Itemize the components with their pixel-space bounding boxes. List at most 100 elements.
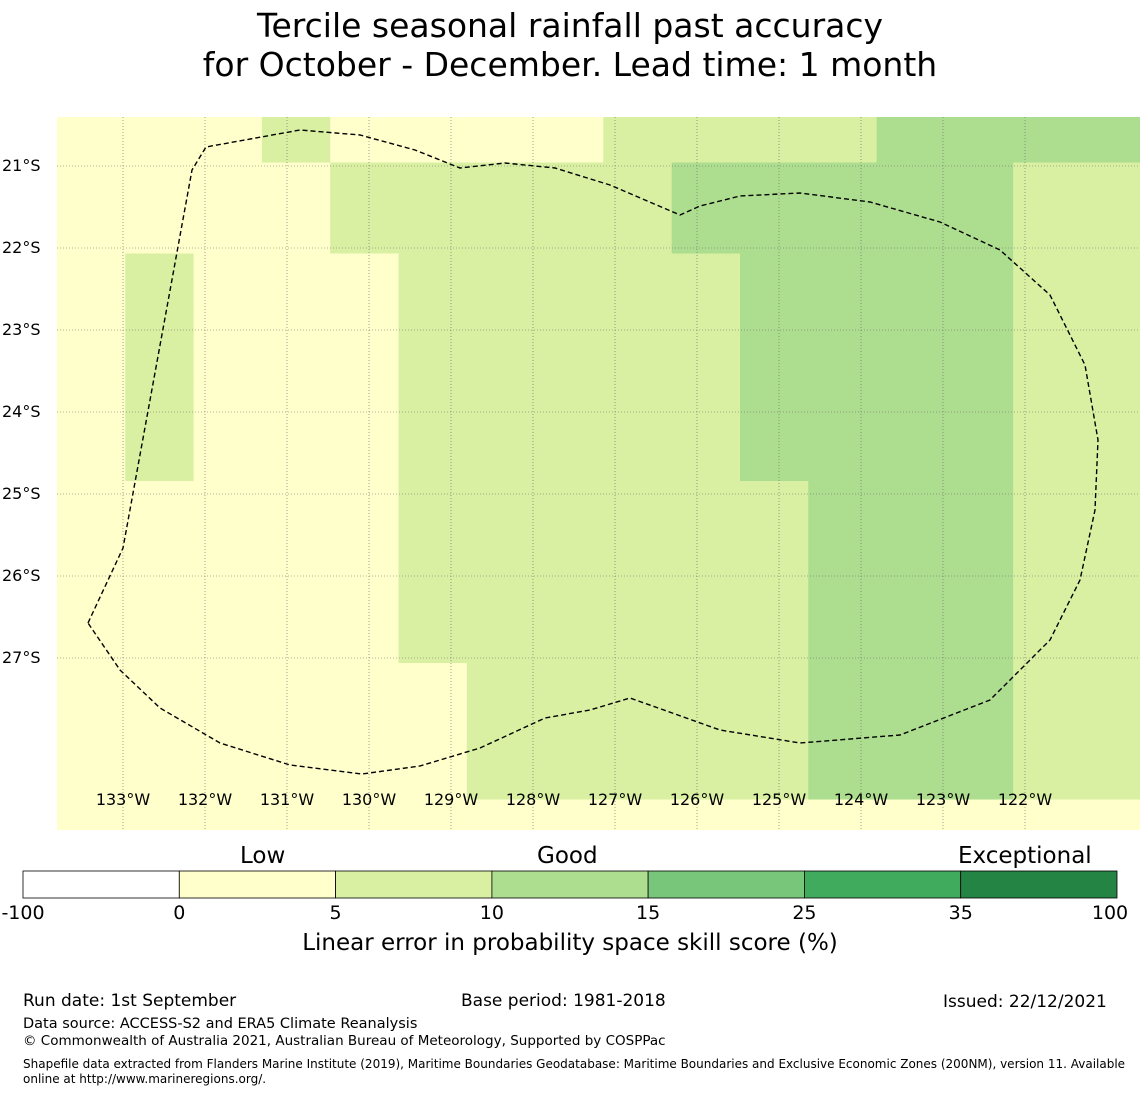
skill-grid-cells [57, 117, 1140, 830]
colorbar-category-exceptional: Exceptional [958, 843, 1092, 869]
skill-cell [1013, 117, 1083, 164]
skill-cell [808, 344, 878, 391]
skill-cell [261, 208, 331, 255]
skill-cell [1081, 208, 1140, 255]
skill-cell [876, 435, 946, 482]
skill-cell [671, 617, 741, 664]
skill-cell [57, 344, 126, 391]
skill-cell [808, 708, 878, 755]
skill-cell [876, 299, 946, 346]
skill-cell [466, 481, 536, 528]
skill-cell [193, 344, 263, 391]
skill-cell [57, 208, 126, 255]
skill-cell [57, 117, 126, 164]
skill-cell [671, 572, 741, 619]
skill-cell [876, 617, 946, 664]
skill-cell [740, 299, 809, 346]
skill-cell [944, 208, 1014, 255]
skill-cell [57, 572, 126, 619]
skill-cell [193, 253, 263, 300]
skill-cell [671, 117, 741, 164]
latitude-label: 24°S [2, 402, 41, 421]
skill-cell [1013, 799, 1083, 830]
skill-cell [1081, 617, 1140, 664]
skill-cell [398, 253, 468, 300]
skill-cell [740, 617, 809, 664]
skill-cell [944, 481, 1014, 528]
skill-cell [1081, 390, 1140, 437]
skill-cell [1013, 208, 1083, 255]
colorbar-segment [804, 870, 962, 899]
skill-cell [1081, 481, 1140, 528]
skill-cell [1013, 162, 1083, 209]
longitude-label: 125°W [751, 790, 807, 809]
skill-cell [193, 208, 263, 255]
skill-cell [398, 390, 468, 437]
skill-cell [944, 572, 1014, 619]
skill-cell [193, 162, 263, 209]
skill-cell [1013, 481, 1083, 528]
longitude-label: 122°W [997, 790, 1053, 809]
skill-cell [740, 481, 809, 528]
skill-cell [330, 117, 400, 164]
skill-cell [535, 208, 604, 255]
skill-cell [398, 572, 468, 619]
skill-cell [603, 617, 673, 664]
skill-cell [125, 162, 195, 209]
skill-cell [1081, 253, 1140, 300]
skill-cell [125, 435, 195, 482]
skill-cell [330, 299, 400, 346]
longitude-label: 123°W [915, 790, 971, 809]
skill-cell [261, 526, 331, 573]
colorbar-tick-label: -100 [1, 902, 45, 924]
skill-cell [808, 435, 878, 482]
skill-cell [330, 663, 400, 710]
skill-cell [1081, 117, 1140, 164]
skill-cell [603, 708, 673, 755]
colorbar-category-low: Low [240, 843, 286, 869]
skill-cell [1013, 435, 1083, 482]
skill-cell [125, 572, 195, 619]
skill-cell [330, 708, 400, 755]
skill-cell [57, 526, 126, 573]
colorbar-category-good: Good [537, 843, 598, 869]
skill-cell [603, 663, 673, 710]
skill-cell [398, 481, 468, 528]
colorbar-tick-label: 0 [173, 902, 186, 924]
skill-cell [125, 253, 195, 300]
colorbar-tick-label: 35 [948, 902, 973, 924]
skill-cell [740, 526, 809, 573]
skill-cell [398, 435, 468, 482]
skill-cell [535, 572, 604, 619]
skill-cell [57, 663, 126, 710]
skill-cell [57, 799, 126, 830]
skill-cell [261, 572, 331, 619]
skill-cell [740, 435, 809, 482]
skill-cell [125, 526, 195, 573]
skill-cell [535, 617, 604, 664]
skill-cell [1013, 754, 1083, 801]
skill-cell [193, 435, 263, 482]
skill-cell [466, 754, 536, 801]
skill-cell [808, 390, 878, 437]
skill-map [57, 117, 1140, 830]
skill-cell [671, 208, 741, 255]
skill-cell [398, 299, 468, 346]
skill-cell [671, 799, 741, 830]
skill-cell [57, 253, 126, 300]
skill-cell [261, 299, 331, 346]
skill-cell [466, 708, 536, 755]
skill-cell [193, 390, 263, 437]
latitude-label: 21°S [2, 156, 41, 175]
skill-cell [261, 708, 331, 755]
skill-cell [466, 208, 536, 255]
colorbar-tick-label: 5 [329, 902, 342, 924]
skill-cell [261, 253, 331, 300]
skill-cell [671, 344, 741, 391]
skill-cell [603, 344, 673, 391]
longitude-label: 128°W [505, 790, 561, 809]
colorbar-tick-label: 10 [479, 902, 504, 924]
longitude-label: 130°W [341, 790, 397, 809]
skill-cell [944, 754, 1014, 801]
skill-cell [193, 117, 263, 164]
